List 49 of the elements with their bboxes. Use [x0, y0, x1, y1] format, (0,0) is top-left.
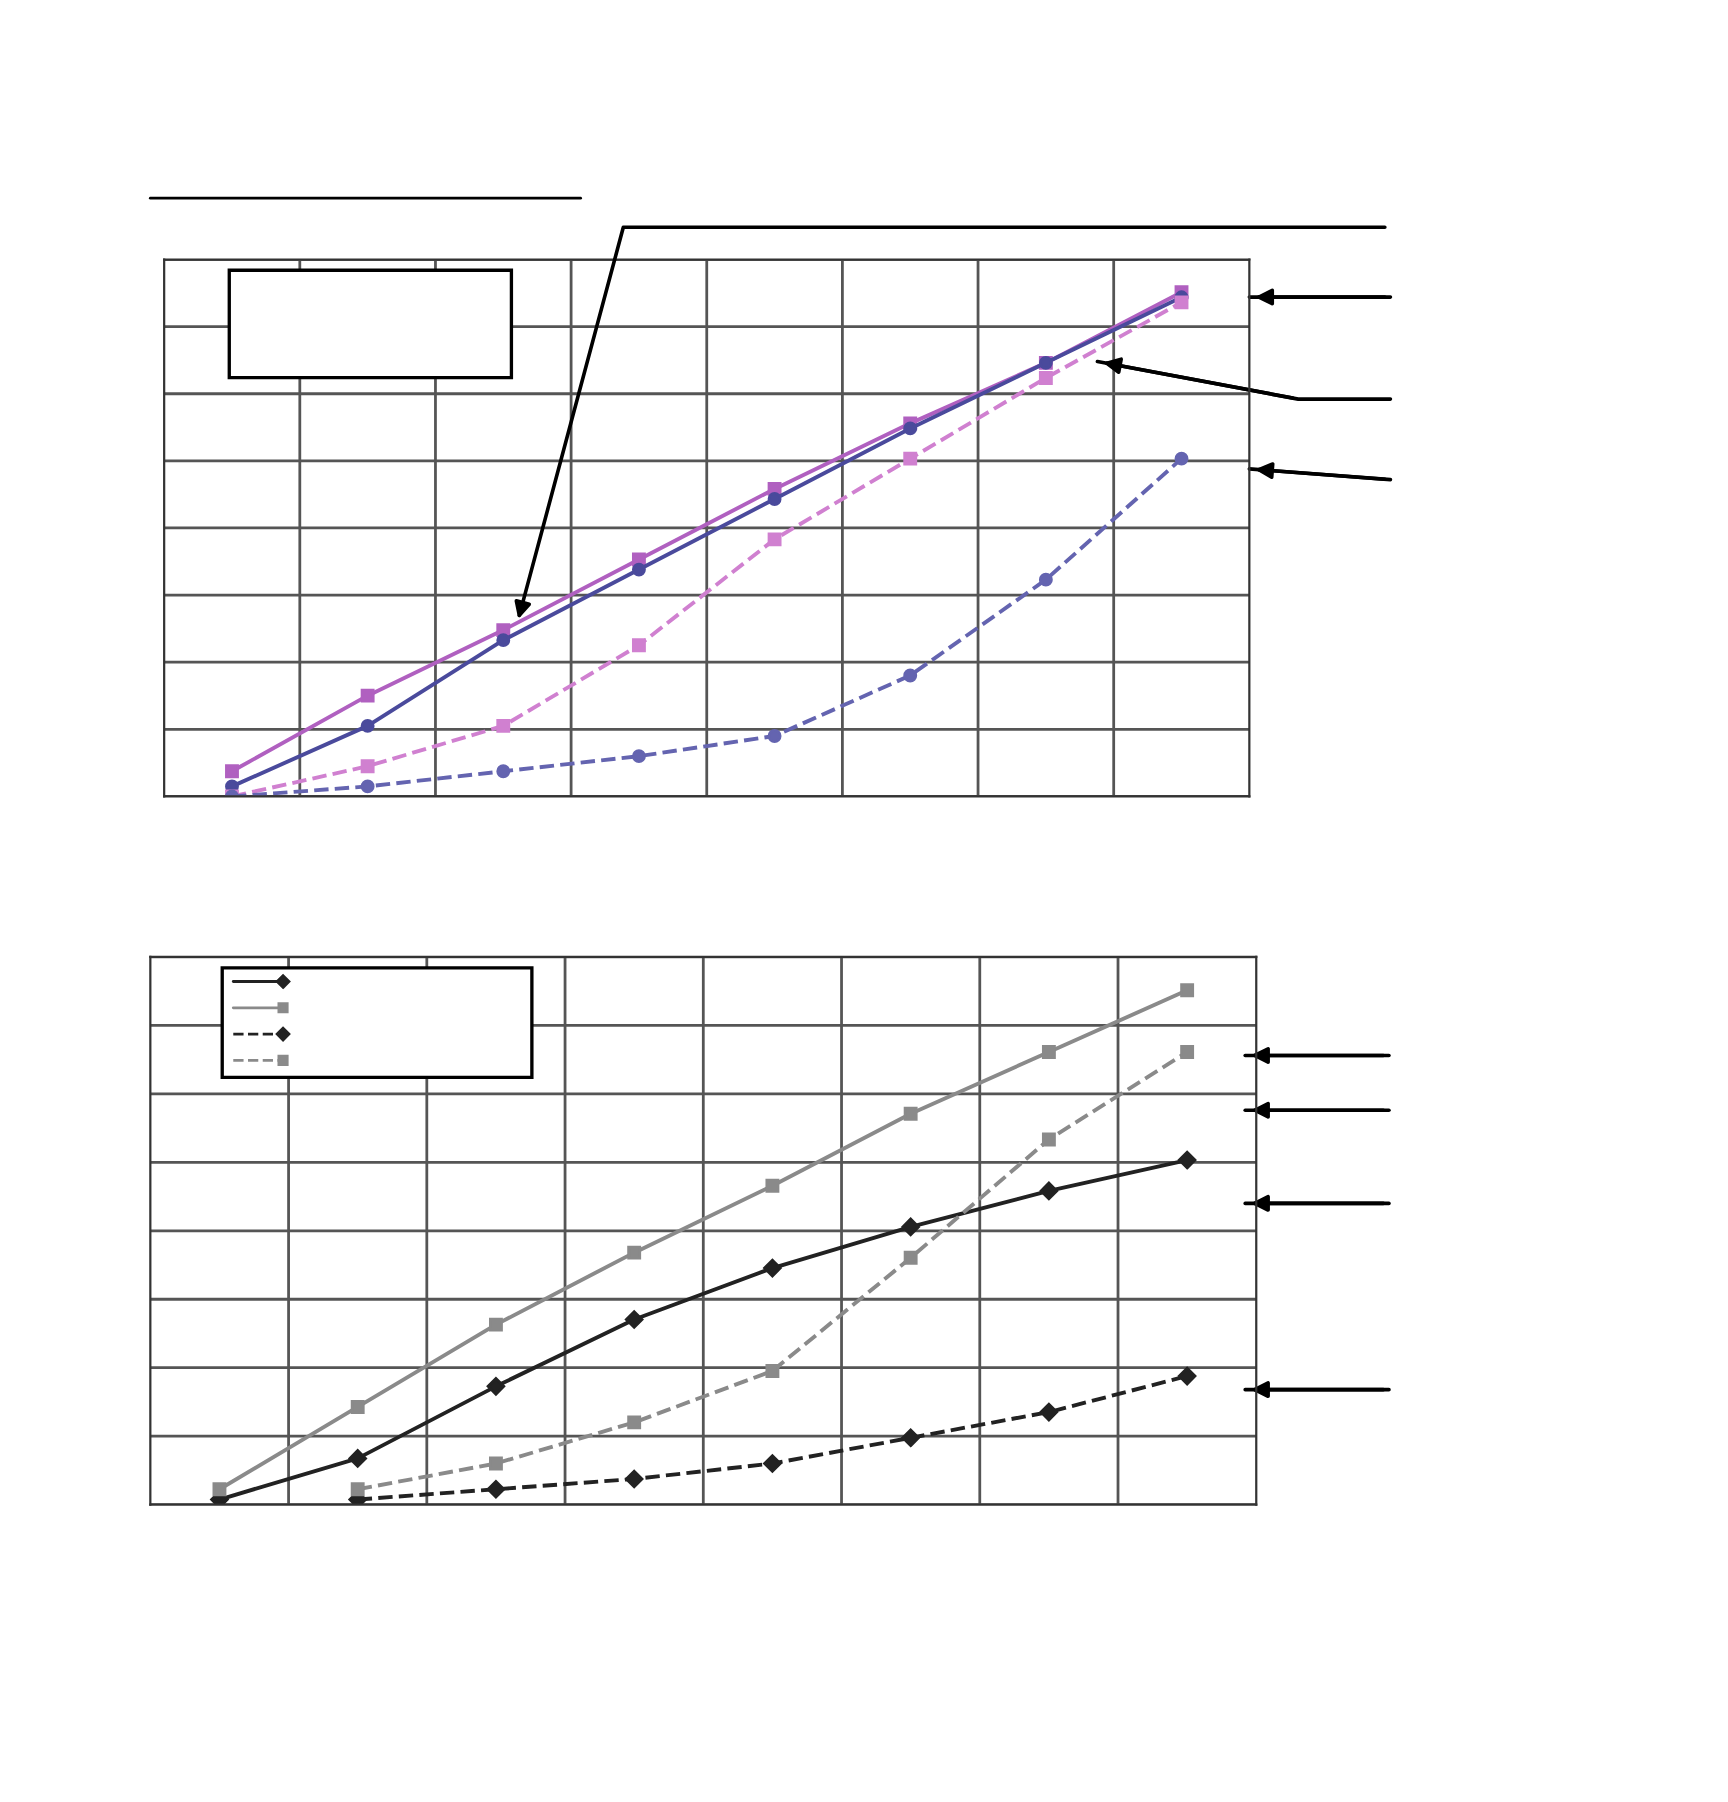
- point: [765, 1178, 780, 1193]
- point: [1177, 1150, 1197, 1170]
- point: [1180, 1045, 1195, 1059]
- point: [631, 638, 646, 653]
- point: [1174, 295, 1189, 310]
- point: [350, 1482, 365, 1497]
- point: [1038, 371, 1053, 385]
- point: [903, 451, 918, 466]
- point: [488, 1317, 503, 1332]
- point: [350, 1399, 365, 1414]
- point: [1039, 1181, 1059, 1201]
- point: [901, 1428, 920, 1448]
- point: [903, 1250, 918, 1265]
- point: [1039, 1402, 1059, 1422]
- point: [903, 421, 918, 436]
- point: [488, 1456, 503, 1471]
- point: [767, 492, 782, 506]
- point: [901, 1217, 920, 1237]
- point: [360, 718, 375, 733]
- point: [1174, 451, 1189, 466]
- point: [1041, 1045, 1056, 1059]
- point: [767, 729, 782, 743]
- point: [1180, 983, 1195, 998]
- point: [225, 764, 239, 779]
- point: [624, 1310, 644, 1329]
- point: [763, 1258, 782, 1278]
- point: [348, 1449, 367, 1468]
- point: [1038, 572, 1053, 587]
- point: [360, 759, 375, 774]
- point: [1041, 1132, 1056, 1147]
- point: [624, 1469, 644, 1489]
- point: [903, 668, 918, 683]
- point: [631, 749, 646, 764]
- point: [903, 1106, 918, 1121]
- point: [496, 718, 511, 733]
- point: [765, 1363, 780, 1378]
- point: [486, 1377, 506, 1396]
- point: [767, 532, 782, 547]
- point: [496, 764, 511, 779]
- point: [212, 1482, 227, 1497]
- point: [360, 779, 375, 794]
- point: [763, 1454, 782, 1473]
- point: [360, 688, 375, 703]
- point: [627, 1415, 642, 1430]
- point: [627, 1245, 642, 1260]
- point: [1177, 1366, 1197, 1386]
- point: [486, 1479, 506, 1499]
- point: [631, 562, 646, 577]
- point: [496, 633, 511, 648]
